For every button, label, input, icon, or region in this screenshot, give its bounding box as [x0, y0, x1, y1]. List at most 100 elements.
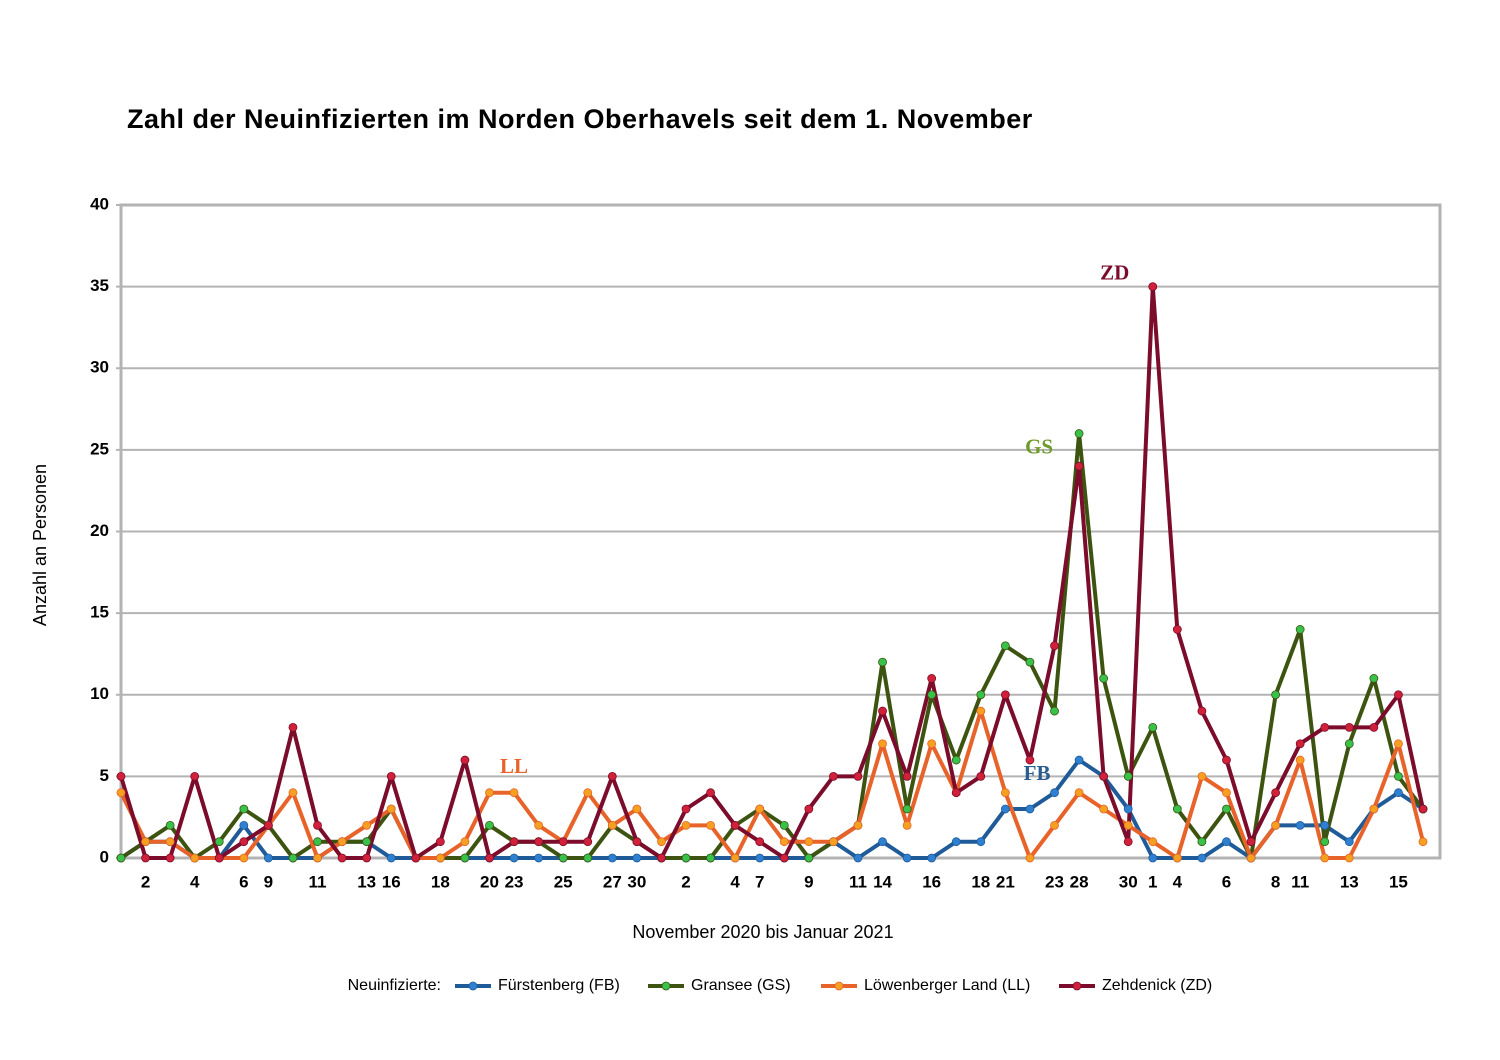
legend-label: Gransee (GS)	[691, 977, 791, 994]
data-point	[583, 853, 593, 863]
data-point	[362, 837, 372, 847]
legend-label: Löwenberger Land (LL)	[864, 977, 1030, 994]
data-point	[1344, 837, 1354, 847]
data-point	[1222, 788, 1231, 798]
x-tick-label: 30	[1119, 872, 1138, 891]
y-tick-label: 5	[100, 766, 109, 785]
annotation: LL	[500, 754, 528, 778]
data-point	[1123, 837, 1133, 847]
data-point	[1295, 739, 1305, 749]
data-point	[706, 853, 715, 863]
data-point	[632, 853, 642, 863]
data-point	[1025, 755, 1035, 765]
y-tick-label: 0	[100, 847, 109, 866]
data-point	[190, 853, 200, 863]
data-point	[1000, 690, 1010, 700]
x-tick-label: 30	[627, 872, 646, 891]
data-point	[1369, 723, 1379, 732]
data-point	[460, 755, 470, 765]
legend-marker	[834, 981, 844, 991]
data-point	[1344, 723, 1354, 732]
data-point	[239, 804, 249, 814]
y-tick-label: 25	[90, 439, 109, 458]
data-point	[1050, 706, 1059, 716]
data-point	[755, 853, 765, 863]
data-point	[1025, 804, 1035, 814]
data-point	[632, 804, 642, 814]
data-point	[1025, 657, 1035, 667]
data-point	[607, 771, 617, 781]
data-point	[485, 820, 494, 830]
data-point	[1099, 804, 1109, 814]
data-point	[1418, 837, 1428, 847]
data-point	[263, 820, 273, 830]
data-point	[1172, 853, 1182, 863]
data-point	[976, 706, 986, 716]
data-point	[1123, 820, 1133, 830]
data-point	[902, 771, 912, 781]
data-point	[460, 837, 470, 847]
data-point	[1246, 853, 1256, 863]
data-point	[878, 837, 887, 847]
x-tick-label: 11	[849, 872, 867, 891]
data-point	[706, 820, 715, 830]
data-point	[1320, 723, 1330, 732]
data-point	[509, 837, 519, 847]
data-point	[730, 820, 740, 830]
data-point	[1123, 771, 1133, 781]
data-point	[730, 853, 740, 863]
x-tick-label: 14	[873, 872, 892, 891]
data-point	[1074, 788, 1084, 798]
x-tick-label: 23	[1045, 872, 1064, 891]
legend-marker	[1072, 981, 1082, 991]
x-tick-label: 16	[382, 872, 401, 891]
data-point	[558, 837, 568, 847]
data-point	[1394, 690, 1403, 700]
data-point	[485, 788, 494, 798]
y-tick-label: 35	[90, 276, 109, 295]
data-point	[927, 853, 937, 863]
data-point	[657, 853, 666, 863]
data-point	[1271, 788, 1281, 798]
x-tick-label: 6	[239, 872, 248, 891]
data-point	[976, 771, 986, 781]
data-point	[927, 674, 937, 683]
data-point	[1099, 674, 1109, 683]
data-point	[288, 853, 298, 863]
data-point	[583, 837, 593, 847]
data-point	[386, 771, 396, 781]
data-point	[1148, 282, 1158, 292]
data-point	[1320, 853, 1330, 863]
data-point	[1074, 461, 1084, 471]
data-point	[1222, 837, 1231, 847]
annotation: FB	[1024, 761, 1051, 785]
data-point	[1246, 837, 1256, 847]
data-point	[1148, 853, 1158, 863]
data-point	[263, 853, 273, 863]
data-point	[1394, 771, 1403, 781]
data-point	[607, 853, 617, 863]
y-tick-label: 10	[90, 684, 109, 703]
data-point	[1222, 804, 1231, 814]
x-tick-label: 21	[996, 872, 1015, 891]
data-point	[853, 771, 863, 781]
data-point	[1197, 771, 1207, 781]
legend-title: Neuinfizierte:	[348, 977, 441, 994]
data-point	[829, 837, 838, 847]
data-point	[288, 723, 298, 732]
x-tick-label: 13	[357, 872, 376, 891]
x-tick-label: 1	[1148, 872, 1157, 891]
x-tick-label: 18	[431, 872, 450, 891]
data-point	[190, 771, 200, 781]
chart-title: Zahl der Neuinfizierten im Norden Oberha…	[127, 104, 1033, 134]
data-point	[288, 788, 298, 798]
data-point	[116, 788, 126, 798]
data-point	[1050, 788, 1059, 798]
data-point	[927, 690, 937, 700]
legend-label: Zehdenick (ZD)	[1102, 977, 1212, 994]
data-point	[1344, 739, 1354, 749]
data-point	[1172, 804, 1182, 814]
data-point	[1369, 804, 1379, 814]
data-point	[1320, 820, 1330, 830]
data-point	[165, 837, 175, 847]
